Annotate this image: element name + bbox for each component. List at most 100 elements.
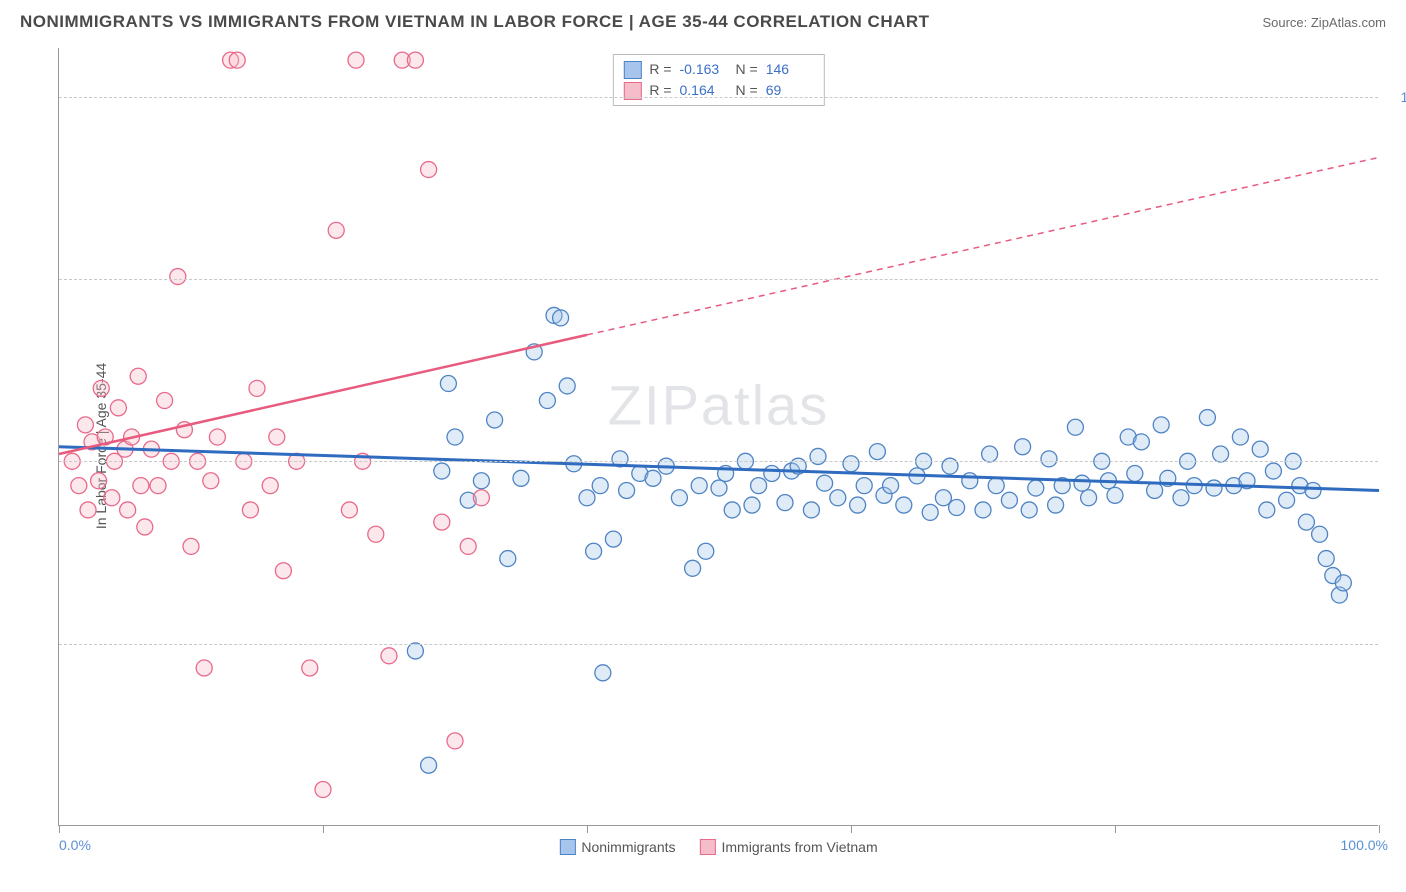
scatter-point [302, 660, 318, 676]
scatter-point [1081, 490, 1097, 506]
scatter-point [1153, 417, 1169, 433]
stats-n-label: N = [736, 80, 758, 101]
scatter-point [1067, 419, 1083, 435]
x-axis-start-label: 0.0% [59, 837, 91, 853]
y-tick-label: 100.0% [1388, 89, 1406, 105]
scatter-point [473, 473, 489, 489]
scatter-point [137, 519, 153, 535]
scatter-point [487, 412, 503, 428]
scatter-point [619, 482, 635, 498]
scatter-point [500, 551, 516, 567]
scatter-point [1312, 526, 1328, 542]
scatter-point [539, 393, 555, 409]
scatter-point [586, 543, 602, 559]
scatter-point [1127, 465, 1143, 481]
scatter-point [1279, 492, 1295, 508]
scatter-point [1048, 497, 1064, 513]
scatter-point [460, 538, 476, 554]
scatter-point [447, 429, 463, 445]
scatter-point [830, 490, 846, 506]
scatter-point [1252, 441, 1268, 457]
scatter-point [1265, 463, 1281, 479]
scatter-point [1213, 446, 1229, 462]
scatter-point [817, 475, 833, 491]
scatter-point [645, 470, 661, 486]
scatter-point [896, 497, 912, 513]
scatter-point [595, 665, 611, 681]
scatter-point [275, 563, 291, 579]
scatter-point [341, 502, 357, 518]
scatter-point [559, 378, 575, 394]
stats-r-label: R = [649, 59, 671, 80]
stats-n-label: N = [736, 59, 758, 80]
y-tick-label: 92.5% [1388, 271, 1406, 287]
scatter-point [691, 478, 707, 494]
scatter-point [1147, 482, 1163, 498]
scatter-point [1305, 482, 1321, 498]
stats-r-value: -0.163 [680, 59, 728, 80]
stats-swatch [623, 61, 641, 79]
scatter-point [1335, 575, 1351, 591]
scatter-point [856, 478, 872, 494]
scatter-point [421, 162, 437, 178]
scatter-point [1041, 451, 1057, 467]
scatter-point [777, 495, 793, 511]
scatter-point [1107, 487, 1123, 503]
scatter-point [80, 502, 96, 518]
stats-row: R =0.164N =69 [623, 80, 813, 101]
trendline-solid [59, 335, 587, 454]
scatter-point [1199, 410, 1215, 426]
scatter-point [196, 660, 212, 676]
scatter-point [949, 500, 965, 516]
scatter-point [434, 463, 450, 479]
legend-swatch [559, 839, 575, 855]
y-tick-label: 85.0% [1388, 453, 1406, 469]
legend-label: Nonimmigrants [581, 839, 675, 855]
scatter-point [764, 465, 780, 481]
scatter-point [988, 478, 1004, 494]
x-axis-end-label: 100.0% [1341, 837, 1388, 853]
scatter-point [91, 473, 107, 489]
scatter-point [553, 310, 569, 326]
scatter-point [120, 502, 136, 518]
x-tick-mark [59, 825, 60, 833]
stats-row: R =-0.163N =146 [623, 59, 813, 80]
legend-label: Immigrants from Vietnam [722, 839, 878, 855]
scatter-point [434, 514, 450, 530]
scatter-point [513, 470, 529, 486]
scatter-point [328, 222, 344, 238]
scatter-point [421, 757, 437, 773]
legend-item: Immigrants from Vietnam [700, 839, 878, 855]
scatter-point [962, 473, 978, 489]
scatter-point [1206, 480, 1222, 496]
gridline [59, 644, 1378, 645]
scatter-point [407, 52, 423, 68]
scatter-point [883, 478, 899, 494]
scatter-point [71, 478, 87, 494]
scatter-point [368, 526, 384, 542]
scatter-point [850, 497, 866, 513]
scatter-point [869, 444, 885, 460]
scatter-point [1259, 502, 1275, 518]
scatter-point [1298, 514, 1314, 530]
scatter-point [203, 473, 219, 489]
scatter-point [249, 380, 265, 396]
source-label: Source: ZipAtlas.com [1262, 15, 1386, 30]
y-tick-label: 77.5% [1388, 636, 1406, 652]
scatter-point [157, 393, 173, 409]
scatter-point [315, 782, 331, 798]
gridline [59, 461, 1378, 462]
scatter-point [407, 643, 423, 659]
scatter-point [744, 497, 760, 513]
scatter-point [922, 504, 938, 520]
scatter-point [170, 269, 186, 285]
scatter-point [698, 543, 714, 559]
x-tick-mark [587, 825, 588, 833]
scatter-point [685, 560, 701, 576]
scatter-point [1318, 551, 1334, 567]
scatter-point [1133, 434, 1149, 450]
scatter-point [1001, 492, 1017, 508]
scatter-point [1021, 502, 1037, 518]
scatter-point [1074, 475, 1090, 491]
scatter-point [711, 480, 727, 496]
